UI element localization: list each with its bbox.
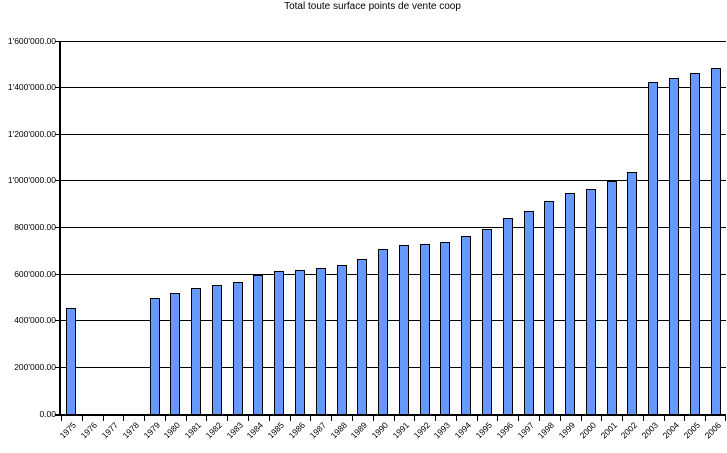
x-tick — [663, 416, 665, 421]
y-tick-label: 1'200'000.00 — [7, 128, 56, 139]
x-tick — [642, 416, 644, 421]
y-tick-label: 1'000'000.00 — [7, 175, 56, 186]
bar-1982 — [211, 285, 222, 414]
bar-1993 — [440, 242, 451, 414]
x-tick — [351, 416, 353, 421]
chart-title: Total toute surface points de vente coop — [284, 1, 461, 12]
x-tick — [185, 416, 187, 421]
x-tick — [102, 416, 104, 421]
x-tick — [559, 416, 561, 421]
x-tick — [684, 416, 686, 421]
y-tick-label: 1'400'000.00 — [7, 82, 56, 93]
gridline-1400000 — [61, 87, 726, 89]
bar-2004 — [669, 78, 680, 414]
bar-1981 — [191, 288, 202, 414]
x-tick — [372, 416, 374, 421]
x-tick — [435, 416, 437, 421]
gridline-800000 — [61, 227, 726, 228]
bar-1986 — [294, 270, 305, 414]
x-tick — [268, 416, 270, 421]
bar-1979 — [149, 298, 160, 414]
bar-2001 — [606, 181, 617, 414]
y-tick — [55, 180, 60, 182]
x-tick — [227, 416, 229, 421]
x-tick — [705, 416, 707, 421]
x-tick — [538, 416, 540, 421]
x-tick — [81, 416, 83, 421]
y-tick — [55, 87, 60, 89]
x-tick — [248, 416, 250, 421]
y-tick-label: 0.00 — [39, 408, 56, 419]
x-axis-line — [55, 414, 726, 416]
x-tick — [144, 416, 146, 421]
gridline-600000 — [61, 273, 726, 275]
y-tick-label: 800'000.00 — [14, 222, 56, 232]
plot-area — [55, 41, 726, 421]
bar-2006 — [710, 68, 721, 414]
x-tick — [497, 416, 499, 421]
bar-2000 — [585, 189, 596, 414]
bar-1989 — [357, 259, 368, 414]
x-tick — [164, 416, 166, 421]
bar-2002 — [627, 172, 638, 414]
bar-1997 — [523, 211, 534, 414]
y-tick — [55, 273, 60, 275]
y-tick — [55, 41, 60, 42]
bar-1995 — [482, 229, 493, 414]
gridline-400000 — [61, 320, 726, 322]
gridline-1600000 — [61, 41, 726, 42]
bar-1980 — [170, 293, 181, 414]
x-tick — [61, 416, 62, 421]
y-tick — [55, 366, 60, 368]
y-tick-label: 200'000.00 — [14, 361, 56, 372]
bar-1988 — [336, 265, 347, 414]
bar-1996 — [502, 218, 513, 414]
x-tick — [455, 416, 457, 421]
bar-1975 — [66, 308, 77, 414]
bar-1984 — [253, 275, 264, 414]
bar-2003 — [648, 82, 659, 414]
x-tick — [331, 416, 333, 421]
y-tick-label: 1'600'000.00 — [7, 35, 56, 46]
x-tick — [310, 416, 312, 421]
y-tick-label: 600'000.00 — [14, 268, 56, 279]
x-tick — [289, 416, 291, 421]
bar-1994 — [461, 236, 472, 414]
x-tick — [725, 416, 726, 421]
bar-1991 — [398, 245, 409, 414]
bar-1992 — [419, 244, 430, 414]
bar-1987 — [315, 268, 326, 414]
y-axis-line — [59, 41, 61, 416]
bar-1983 — [232, 282, 243, 414]
x-tick — [580, 416, 582, 421]
bar-1990 — [378, 249, 389, 414]
x-tick — [476, 416, 478, 421]
y-tick — [55, 227, 60, 228]
x-tick — [601, 416, 603, 421]
x-tick — [518, 416, 520, 421]
bar-1999 — [565, 193, 576, 414]
y-tick — [55, 320, 60, 322]
x-tick — [622, 416, 624, 421]
gridline-1000000 — [61, 180, 726, 182]
x-tick — [123, 416, 125, 421]
bar-2005 — [689, 73, 700, 414]
y-tick — [55, 133, 60, 135]
bar-1985 — [274, 271, 285, 414]
y-tick-label: 400'000.00 — [14, 315, 56, 326]
x-tick — [414, 416, 416, 421]
gridline-200000 — [61, 366, 726, 368]
x-tick — [393, 416, 395, 421]
x-tick — [206, 416, 208, 421]
gridline-1200000 — [61, 133, 726, 135]
bar-1998 — [544, 201, 555, 414]
